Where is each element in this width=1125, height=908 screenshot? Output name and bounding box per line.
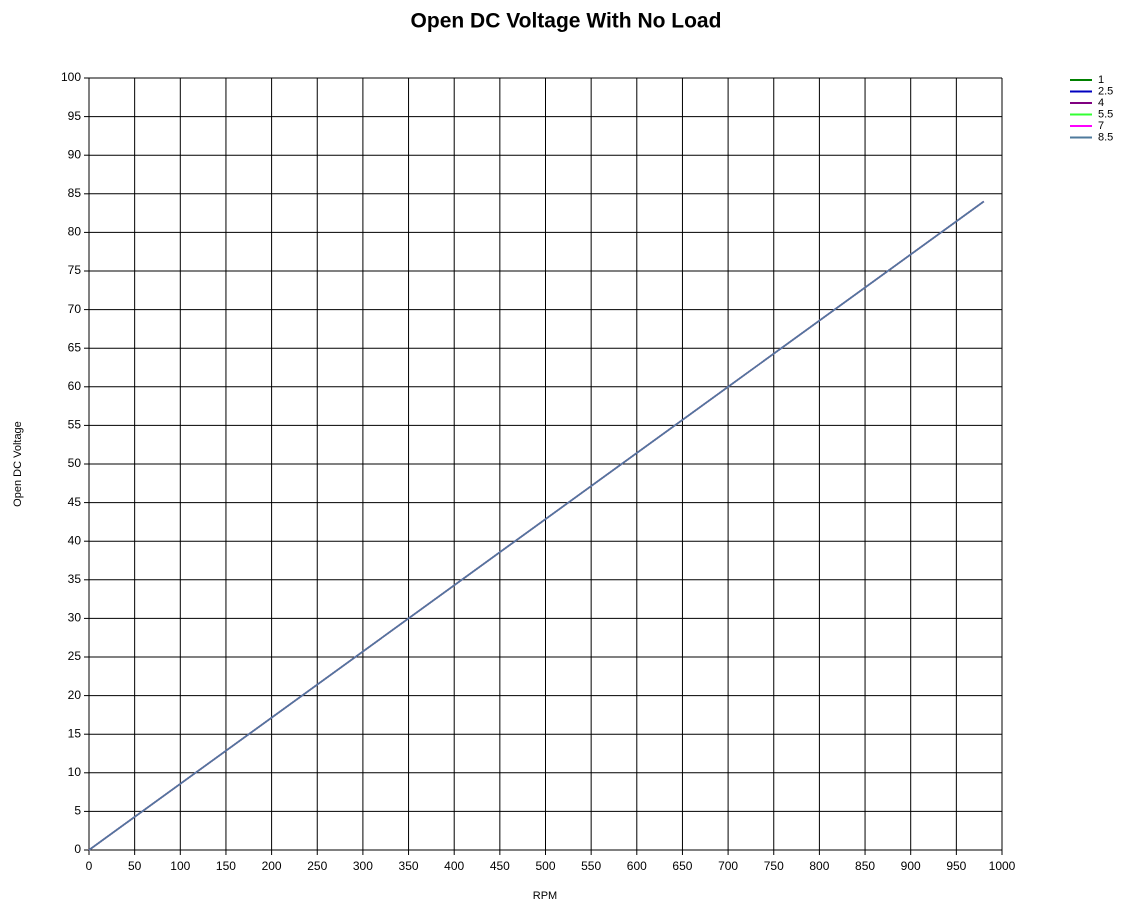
x-tick-label: 100: [170, 859, 190, 873]
x-tick-label: 50: [128, 859, 142, 873]
legend-label: 8.5: [1098, 131, 1113, 143]
y-axis-label: Open DC Voltage: [12, 421, 24, 507]
y-tick-label: 25: [68, 649, 82, 663]
x-tick-label: 700: [718, 859, 738, 873]
y-tick-label: 70: [68, 302, 82, 316]
y-tick-label: 85: [68, 186, 82, 200]
series-line: [88, 200, 985, 851]
y-tick-label: 45: [68, 495, 82, 509]
y-tick-label: 20: [68, 688, 82, 702]
legend-label: 2.5: [1098, 85, 1113, 97]
x-tick-label: 300: [353, 859, 373, 873]
y-tick-label: 95: [68, 109, 82, 123]
x-tick-label: 150: [216, 859, 236, 873]
chart-title: Open DC Voltage With No Load: [411, 10, 722, 33]
x-tick-label: 0: [86, 859, 93, 873]
x-tick-label: 550: [581, 859, 601, 873]
x-tick-label: 250: [307, 859, 327, 873]
y-tick-label: 10: [68, 765, 82, 779]
x-tick-label: 950: [946, 859, 966, 873]
y-tick-label: 90: [68, 147, 82, 161]
y-tick-label: 35: [68, 572, 82, 586]
x-tick-label: 1000: [989, 859, 1016, 873]
y-tick-label: 30: [68, 611, 82, 625]
y-tick-label: 55: [68, 418, 82, 432]
legend-label: 7: [1098, 120, 1104, 132]
x-tick-label: 450: [490, 859, 510, 873]
legend-label: 4: [1098, 97, 1104, 109]
x-tick-label: 850: [855, 859, 875, 873]
y-tick-label: 15: [68, 726, 82, 740]
x-tick-label: 500: [535, 859, 555, 873]
y-tick-label: 5: [74, 804, 81, 818]
y-tick-label: 80: [68, 225, 82, 239]
y-tick-label: 40: [68, 533, 82, 547]
y-tick-label: 60: [68, 379, 82, 393]
legend-label: 5.5: [1098, 108, 1113, 120]
x-tick-label: 350: [399, 859, 419, 873]
y-tick-label: 50: [68, 456, 82, 470]
x-tick-label: 800: [809, 859, 829, 873]
x-tick-label: 600: [627, 859, 647, 873]
y-tick-label: 65: [68, 340, 82, 354]
y-tick-label: 75: [68, 263, 82, 277]
y-tick-label: 100: [61, 70, 81, 84]
x-tick-label: 400: [444, 859, 464, 873]
x-axis-label: RPM: [533, 890, 557, 902]
x-tick-label: 650: [672, 859, 692, 873]
y-tick-label: 0: [74, 842, 81, 856]
x-tick-label: 900: [901, 859, 921, 873]
legend-label: 1: [1098, 74, 1104, 86]
x-tick-label: 750: [764, 859, 784, 873]
x-tick-label: 200: [262, 859, 282, 873]
